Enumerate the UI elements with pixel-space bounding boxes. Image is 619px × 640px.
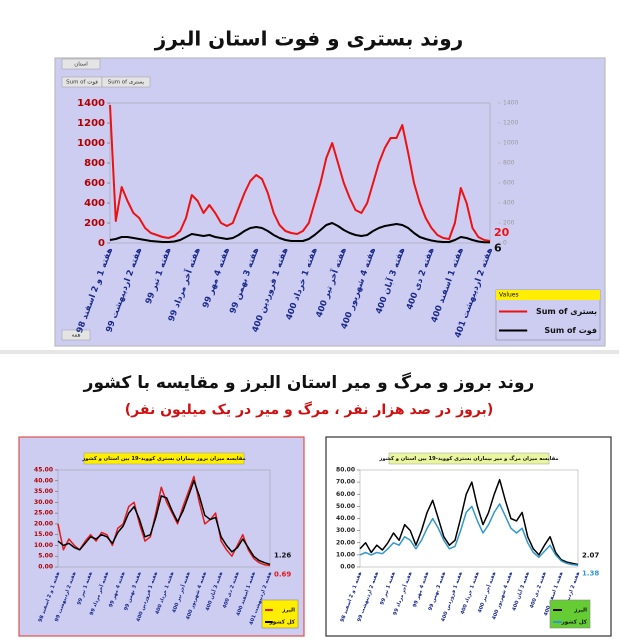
pivot-button (101, 76, 151, 88)
title-banner (83, 452, 245, 465)
y-tick-label: 30.00 (34, 499, 53, 506)
pivot-label: استان (74, 62, 88, 68)
pivot-label: Sum of بستری (108, 80, 145, 86)
legend-header (496, 290, 600, 300)
y-tick-label: 400 (84, 198, 105, 209)
legend-label: البرز (281, 608, 295, 614)
y-tick-label: 80.00 (336, 467, 355, 474)
end-value-label: 1.26 (274, 551, 291, 559)
legend-label: کل کشور (561, 619, 588, 626)
series-line (359, 503, 579, 567)
end-value-label: 0.69 (274, 571, 291, 579)
y-tick-label: 10.00 (34, 542, 53, 549)
y-tick-label: 10.00 (336, 551, 355, 558)
section-title: روند بروز و مرگ و میر استان البرز و مقای… (83, 373, 535, 393)
y-tick-label: 35.00 (34, 488, 53, 495)
end-value-label: 1.38 (582, 569, 599, 577)
y-tick-label: 25.00 (34, 510, 53, 517)
y2-tick-label: 600 (503, 180, 515, 187)
plot-area (359, 469, 579, 568)
legend-box (549, 599, 591, 629)
y-tick-label: 0.00 (38, 564, 53, 571)
y-tick-label: 0 (98, 238, 105, 249)
y-tick-label: 800 (84, 158, 105, 169)
y-tick-label: 30.00 (336, 527, 355, 534)
y-tick-label: 600 (84, 178, 105, 189)
series-line (109, 222, 491, 244)
legend-label: Sum of بستری (536, 307, 597, 316)
pivot-button (61, 329, 91, 341)
legend-title: Values (499, 292, 519, 299)
chart-title: مقایسه میزان مرگ و میر بیماران بستری کوو… (378, 454, 558, 462)
divider (0, 350, 619, 354)
y-tick-label: 20.00 (336, 539, 355, 546)
y2-tick-label: 1200 (503, 120, 518, 127)
y-tick-label: 45.00 (34, 467, 53, 474)
pivot-button (61, 58, 101, 70)
y-tick-label: 20.00 (34, 520, 53, 527)
y2-tick-label: 200 (503, 220, 515, 227)
y-tick-label: 40.00 (336, 515, 355, 522)
y-tick-label: 40.00 (34, 477, 53, 484)
series-line (109, 104, 491, 242)
plot-area (57, 469, 271, 568)
y-tick-label: 60.00 (336, 491, 355, 498)
pivot-label: همه (71, 333, 80, 339)
y-tick-label: 15.00 (34, 531, 53, 538)
legend-label: کل کشور (269, 619, 296, 626)
y-tick-label: 0.00 (340, 564, 355, 571)
end-value-label: 2.07 (582, 551, 599, 559)
end-value-label: 20 (494, 226, 510, 239)
title-banner (388, 452, 550, 465)
legend-label: البرز (573, 608, 587, 614)
legend-label: Sum of فوت (544, 326, 597, 335)
legend-box (261, 599, 299, 629)
chart-title: مقایسه میزان بروز بیماران بستری کووید-19… (81, 456, 245, 462)
y2-tick-label: 1400 (503, 100, 518, 107)
plot-area (109, 102, 491, 244)
pivot-label: Sum of فوت (66, 80, 98, 86)
end-value-label: 6 (494, 241, 502, 254)
y2-tick-label: 400 (503, 200, 515, 207)
y-tick-label: 5.00 (38, 553, 53, 560)
y-tick-label: 1200 (77, 118, 105, 129)
series-line (359, 478, 579, 566)
section-subtitle: (بروز در صد هزار نفر ، مرگ و میر در یک م… (125, 401, 493, 418)
y-tick-label: 200 (84, 218, 105, 229)
chart-title: روند بستری و فوت استان البرز (154, 27, 464, 51)
y-tick-label: 1400 (77, 98, 105, 109)
y2-tick-label: 1000 (503, 140, 518, 147)
y2-tick-label: 0 (503, 240, 507, 247)
y-tick-label: 1000 (77, 138, 105, 149)
series-line (57, 480, 271, 566)
y-tick-label: 70.00 (336, 479, 355, 486)
y2-tick-label: 800 (503, 160, 515, 167)
y-tick-label: 50.00 (336, 503, 355, 510)
